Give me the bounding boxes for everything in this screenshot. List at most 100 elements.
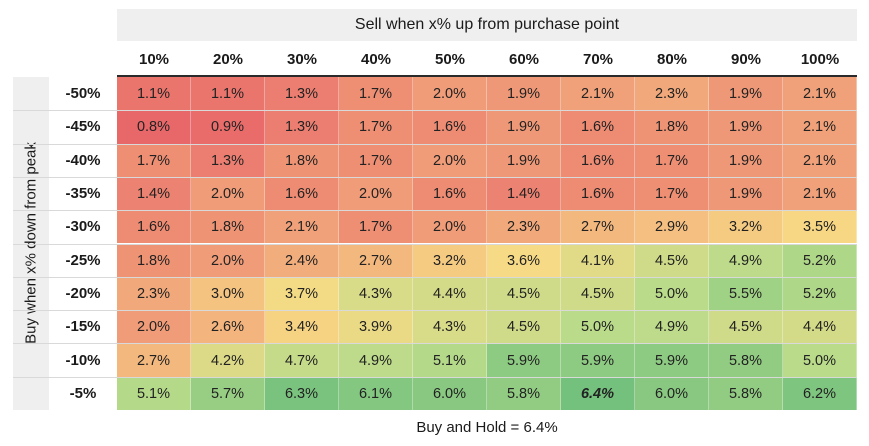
heatmap-cell: 2.1% <box>783 111 857 144</box>
heatmap-cell: 5.2% <box>783 277 857 311</box>
heatmap-cell: 5.7% <box>191 377 265 410</box>
heatmap-cell: 2.7% <box>561 211 635 244</box>
heatmap-cell: 5.8% <box>709 344 783 377</box>
heatmap-cell: 2.0% <box>117 311 191 344</box>
heatmap-cell: 6.3% <box>265 377 339 410</box>
heatmap-cell: 5.9% <box>635 344 709 377</box>
heatmap-cell: 1.6% <box>561 177 635 211</box>
heatmap-cell: 4.2% <box>191 344 265 377</box>
row-divider <box>13 176 857 178</box>
heatmap-cell: 2.3% <box>117 277 191 311</box>
column-header: 10% <box>138 51 170 68</box>
row-header: -45% <box>65 118 101 136</box>
heatmap-cell: 1.6% <box>561 111 635 144</box>
heatmap-cell: 6.0% <box>413 377 487 410</box>
heatmap-cell: 1.7% <box>339 111 413 144</box>
heatmap-cell: 2.9% <box>635 211 709 244</box>
column-header: 100% <box>800 51 840 68</box>
heatmap-cell: 4.9% <box>635 311 709 344</box>
heatmap-cell: 5.1% <box>413 344 487 377</box>
heatmap-cell: 3.5% <box>783 211 857 244</box>
heatmap-cell: 5.8% <box>709 377 783 410</box>
heatmap-cell: 2.1% <box>783 77 857 111</box>
heatmap-cell: 6.2% <box>783 377 857 410</box>
column-header-row: 10% 20% 30% 40% 50% 60% 70% 80% 90% 100% <box>117 44 857 77</box>
heatmap-cell: 3.0% <box>191 277 265 311</box>
heatmap-cell: 5.9% <box>487 344 561 377</box>
heatmap-cell: 5.1% <box>117 377 191 410</box>
heatmap-cell: 1.7% <box>339 144 413 177</box>
row-header: -10% <box>65 351 101 369</box>
heatmap-cell: 4.1% <box>561 244 635 277</box>
heatmap-cell: 5.2% <box>783 244 857 277</box>
buy-and-hold-note: Buy and Hold = 6.4% <box>416 418 558 436</box>
heatmap-cell: 2.4% <box>265 244 339 277</box>
heatmap-cell: 1.7% <box>339 211 413 244</box>
heatmap-cell: 4.3% <box>339 277 413 311</box>
heatmap-cell: 1.7% <box>339 77 413 111</box>
heatmap-cell: 2.1% <box>265 211 339 244</box>
heatmap-cell: 2.7% <box>339 244 413 277</box>
heatmap-cell: 2.3% <box>487 211 561 244</box>
row-divider <box>13 376 857 378</box>
heatmap-cell: 1.6% <box>413 177 487 211</box>
heatmap-cell: 1.8% <box>191 211 265 244</box>
heatmap-cell: 5.0% <box>783 344 857 377</box>
heatmap-cell: 6.4% <box>561 377 635 410</box>
column-header: 70% <box>582 51 614 68</box>
heatmap-cell: 3.2% <box>413 244 487 277</box>
heatmap-cell: 4.7% <box>265 344 339 377</box>
heatmap-cell: 3.9% <box>339 311 413 344</box>
heatmap-cell: 1.7% <box>635 144 709 177</box>
heatmap-cell: 1.1% <box>191 77 265 111</box>
heatmap-cell: 1.6% <box>265 177 339 211</box>
heatmap-cell: 3.7% <box>265 277 339 311</box>
column-header: 40% <box>360 51 392 68</box>
heatmap-cell: 2.0% <box>413 77 487 111</box>
heatmap-cell: 1.6% <box>561 144 635 177</box>
heatmap-cell: 1.9% <box>709 111 783 144</box>
heatmap-cell: 1.9% <box>487 111 561 144</box>
heatmap-cell: 1.7% <box>117 144 191 177</box>
heatmap-cell: 4.5% <box>487 311 561 344</box>
heatmap-cell: 2.1% <box>783 144 857 177</box>
heatmap-cell: 4.5% <box>635 244 709 277</box>
heatmap-cell: 2.3% <box>635 77 709 111</box>
row-header: -15% <box>65 318 101 336</box>
heatmap-cell: 1.9% <box>709 177 783 211</box>
heatmap-cell: 2.0% <box>191 244 265 277</box>
heatmap-cell: 4.9% <box>709 244 783 277</box>
heatmap-cell: 1.9% <box>709 144 783 177</box>
column-header: 90% <box>730 51 762 68</box>
heatmap-cell: 1.4% <box>487 177 561 211</box>
heatmap-cell: 3.4% <box>265 311 339 344</box>
heatmap-cell: 0.8% <box>117 111 191 144</box>
heatmap-cell: 1.6% <box>413 111 487 144</box>
heatmap-cell: 5.9% <box>561 344 635 377</box>
row-divider <box>13 343 857 345</box>
row-header: -20% <box>65 284 101 302</box>
heatmap-cell: 1.4% <box>117 177 191 211</box>
heatmap-cell: 2.0% <box>413 211 487 244</box>
heatmap-cell: 6.0% <box>635 377 709 410</box>
heatmap-cell: 2.0% <box>339 177 413 211</box>
heatmap-cell: 4.9% <box>339 344 413 377</box>
heatmap-cell: 0.9% <box>191 111 265 144</box>
row-divider <box>13 110 857 112</box>
heatmap-cell: 1.9% <box>487 77 561 111</box>
column-header: 50% <box>434 51 466 68</box>
row-divider <box>13 243 857 245</box>
column-header: 80% <box>656 51 688 68</box>
row-header: -50% <box>65 85 101 103</box>
column-header: 60% <box>508 51 540 68</box>
heatmap-cell: 2.7% <box>117 344 191 377</box>
row-header: -30% <box>65 218 101 236</box>
row-divider <box>13 143 857 145</box>
heatmap-cell: 2.1% <box>783 177 857 211</box>
heatmap-cell: 5.0% <box>635 277 709 311</box>
heatmap-cell: 2.6% <box>191 311 265 344</box>
heatmap-cell: 2.0% <box>191 177 265 211</box>
heatmap-cell: 1.8% <box>117 244 191 277</box>
column-header: 20% <box>212 51 244 68</box>
heatmap-cell: 3.2% <box>709 211 783 244</box>
